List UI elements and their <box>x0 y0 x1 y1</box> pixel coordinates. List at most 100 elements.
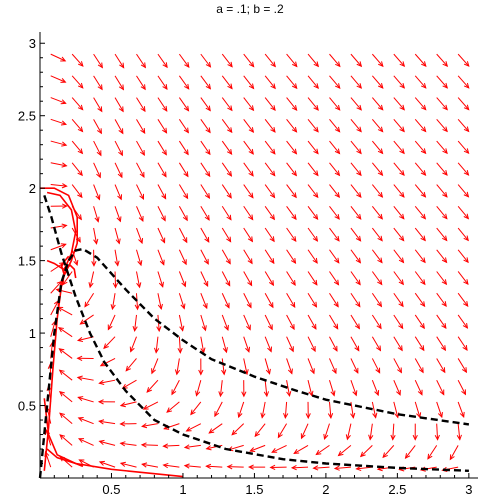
field-arrow-head <box>356 192 362 198</box>
field-arrow <box>286 336 294 353</box>
field-arrow-shaft <box>200 249 209 265</box>
field-arrow-shaft <box>200 119 211 133</box>
field-arrow <box>350 53 363 68</box>
field-arrow-head <box>399 191 405 198</box>
field-arrow-shaft <box>264 184 275 198</box>
field-arrow <box>226 464 244 470</box>
field-arrow-shaft <box>114 206 121 222</box>
field-arrow-head <box>201 325 207 332</box>
field-arrow-head <box>291 148 298 155</box>
field-arrow-head <box>119 421 126 427</box>
field-arrow-head <box>59 434 66 440</box>
field-arrow <box>350 271 361 286</box>
field-arrow-head <box>356 170 362 177</box>
field-arrow <box>393 75 406 89</box>
field-arrow-head <box>312 465 319 471</box>
field-arrow-shaft <box>307 249 318 264</box>
field-arrow-head <box>246 324 251 331</box>
solution-curves <box>38 187 470 479</box>
field-arrow <box>114 184 123 201</box>
field-arrow-shaft <box>166 401 180 413</box>
field-arrow <box>350 227 362 242</box>
field-arrow <box>329 162 341 177</box>
field-arrow-head <box>140 128 146 135</box>
field-arrow <box>414 184 427 198</box>
field-arrow <box>50 243 67 251</box>
field-arrow-head <box>182 215 188 222</box>
field-arrow-shaft <box>307 314 317 330</box>
field-arrow-shaft <box>350 249 361 263</box>
field-arrow-shaft <box>350 401 354 418</box>
field-arrow-head <box>463 126 470 133</box>
field-arrow-head <box>118 128 124 135</box>
field-arrow-shaft <box>329 119 341 133</box>
field-arrow <box>221 53 233 68</box>
field-arrow-shaft <box>59 456 73 468</box>
field-arrow <box>200 184 211 199</box>
field-arrow <box>249 444 266 453</box>
field-arrow-shaft <box>231 423 245 436</box>
field-arrow <box>264 205 276 221</box>
field-arrow <box>241 380 247 398</box>
field-arrow <box>307 119 319 133</box>
field-arrow-head <box>461 389 467 396</box>
field-arrow-shaft <box>286 184 297 198</box>
field-arrow <box>414 249 426 264</box>
field-arrow <box>449 445 459 461</box>
field-arrow-head <box>315 449 322 456</box>
field-arrow-head <box>137 260 143 267</box>
field-arrow-head <box>305 413 311 420</box>
field-arrow-head <box>463 301 469 307</box>
field-arrow <box>50 97 67 105</box>
field-arrow-head <box>248 83 255 90</box>
field-arrow <box>327 401 334 419</box>
field-arrow <box>243 336 251 353</box>
field-arrow-head <box>267 346 272 353</box>
field-arrow-head <box>180 303 186 310</box>
field-arrow-head <box>227 105 233 112</box>
field-arrow-head <box>441 466 448 472</box>
field-arrow <box>323 423 330 440</box>
field-arrow-shaft <box>71 97 84 110</box>
field-arrow-shaft <box>371 336 381 351</box>
field-arrow <box>71 162 83 177</box>
field-arrow <box>221 227 232 243</box>
field-arrow-head <box>94 216 100 223</box>
field-arrow-head <box>205 463 212 470</box>
field-arrow <box>200 314 207 332</box>
field-arrow <box>151 358 159 375</box>
field-arrow <box>277 423 288 439</box>
field-arrow <box>243 75 255 90</box>
field-arrow-head <box>151 368 156 375</box>
field-arrow-head <box>162 105 168 112</box>
field-arrow-head <box>160 237 166 244</box>
field-arrow-head <box>181 281 187 288</box>
field-arrow <box>57 306 73 316</box>
field-arrow <box>283 401 289 420</box>
field-arrow-shaft <box>284 401 288 418</box>
field-arrow <box>436 227 448 242</box>
field-arrow-shaft <box>157 184 167 199</box>
field-arrow-shaft <box>178 53 190 68</box>
field-arrow-head <box>310 346 316 353</box>
field-arrow-head <box>271 448 278 453</box>
y-tick-label: 2.5 <box>18 109 36 124</box>
field-arrow-head <box>330 390 336 397</box>
field-arrow <box>264 140 276 155</box>
field-arrow-head <box>99 361 106 367</box>
field-arrow-shaft <box>200 293 208 309</box>
field-arrow-shaft <box>329 336 338 352</box>
field-arrow-head <box>356 213 362 220</box>
field-arrow-shaft <box>50 118 67 125</box>
field-arrow-shaft <box>393 97 405 111</box>
field-arrow-shaft <box>286 53 298 67</box>
field-arrow <box>58 348 73 359</box>
field-arrow <box>119 441 137 447</box>
field-arrow-shaft <box>264 249 275 264</box>
field-arrow <box>59 412 73 425</box>
field-arrow-shaft <box>114 227 120 244</box>
field-arrow-shaft <box>163 464 180 468</box>
field-arrow-head <box>190 409 196 416</box>
field-arrow-head <box>77 438 85 443</box>
field-arrow-head <box>140 442 147 448</box>
